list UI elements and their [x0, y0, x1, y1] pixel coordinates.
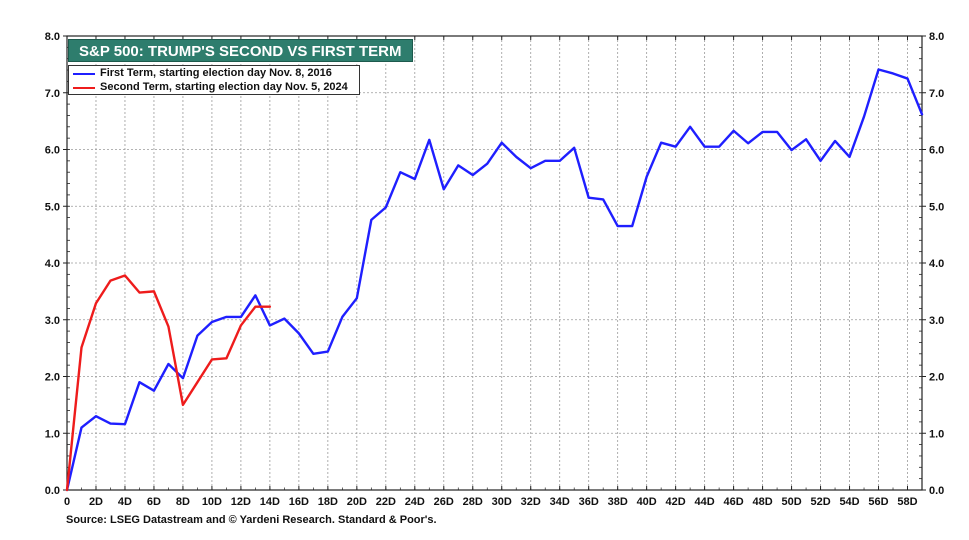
x-tick-label: 18D — [318, 496, 338, 508]
y-tick-label-left: 0.0 — [45, 485, 60, 497]
y-tick-label-right: 7.0 — [929, 88, 944, 100]
y-tick-label-left: 6.0 — [45, 145, 60, 157]
x-tick-label: 34D — [550, 496, 570, 508]
y-tick-label-left: 4.0 — [45, 258, 60, 270]
legend-swatch-first-term — [73, 73, 95, 75]
legend-entry-first-term: First Term, starting election day Nov. 8… — [69, 67, 359, 80]
series-line-first-term — [65, 68, 924, 492]
x-tick-label: 24D — [405, 496, 425, 508]
legend-entry-second-term: Second Term, starting election day Nov. … — [69, 81, 359, 94]
legend-label-second-term: Second Term, starting election day Nov. … — [100, 81, 348, 93]
x-tick-label: 58D — [897, 496, 917, 508]
y-tick-label-left: 3.0 — [45, 315, 60, 327]
x-tick-label: 22D — [376, 496, 396, 508]
x-tick-label: 10D — [202, 496, 222, 508]
x-tick-label: 0 — [64, 496, 70, 508]
x-tick-label: 4D — [118, 496, 132, 508]
y-tick-label-right: 5.0 — [929, 201, 944, 213]
y-tick-label-right: 6.0 — [929, 145, 944, 157]
x-tick-label: 52D — [810, 496, 830, 508]
x-tick-label: 50D — [781, 496, 801, 508]
legend-swatch-second-term — [73, 87, 95, 89]
axis-tick-labels: 0.0 0.0 1.0 1.0 2.0 2.0 3.0 3.0 4.0 4.0 5.0 5.0 6.0 6… — [45, 31, 945, 508]
y-tick-label-right: 8.0 — [929, 31, 944, 43]
x-tick-label: 30D — [492, 496, 512, 508]
x-tick-label: 26D — [434, 496, 454, 508]
series-lines — [65, 68, 924, 492]
x-tick-label: 46D — [724, 496, 744, 508]
x-tick-label: 38D — [608, 496, 628, 508]
x-tick-label: 16D — [289, 496, 309, 508]
y-tick-label-left: 2.0 — [45, 372, 60, 384]
x-tick-label: 28D — [463, 496, 483, 508]
x-tick-label: 40D — [637, 496, 657, 508]
chart-title: S&P 500: TRUMP'S SECOND VS FIRST TERM — [68, 39, 413, 62]
x-tick-label: 6D — [147, 496, 161, 508]
y-tick-label-right: 2.0 — [929, 372, 944, 384]
x-tick-label: 48D — [752, 496, 772, 508]
x-tick-label: 32D — [521, 496, 541, 508]
x-tick-label: 12D — [231, 496, 251, 508]
x-tick-label: 2D — [89, 496, 103, 508]
y-tick-label-left: 7.0 — [45, 88, 60, 100]
y-tick-label-left: 8.0 — [45, 31, 60, 43]
y-tick-label-right: 4.0 — [929, 258, 944, 270]
x-tick-label: 36D — [579, 496, 599, 508]
legend-label-first-term: First Term, starting election day Nov. 8… — [100, 67, 332, 79]
x-tick-label: 20D — [347, 496, 367, 508]
x-tick-label: 44D — [695, 496, 715, 508]
y-tick-label-right: 3.0 — [929, 315, 944, 327]
x-tick-label: 42D — [666, 496, 686, 508]
legend: First Term, starting election day Nov. 8… — [68, 65, 360, 95]
y-tick-label-right: 1.0 — [929, 428, 944, 440]
series-line-second-term — [65, 274, 272, 492]
x-tick-label: 56D — [868, 496, 888, 508]
y-tick-label-left: 1.0 — [45, 428, 60, 440]
x-tick-label: 14D — [260, 496, 280, 508]
source-note: Source: LSEG Datastream and © Yardeni Re… — [66, 514, 437, 526]
x-tick-label: 8D — [176, 496, 190, 508]
grid-lines — [67, 36, 922, 490]
y-tick-label-right: 0.0 — [929, 485, 944, 497]
x-tick-label: 54D — [839, 496, 859, 508]
y-tick-label-left: 5.0 — [45, 201, 60, 213]
